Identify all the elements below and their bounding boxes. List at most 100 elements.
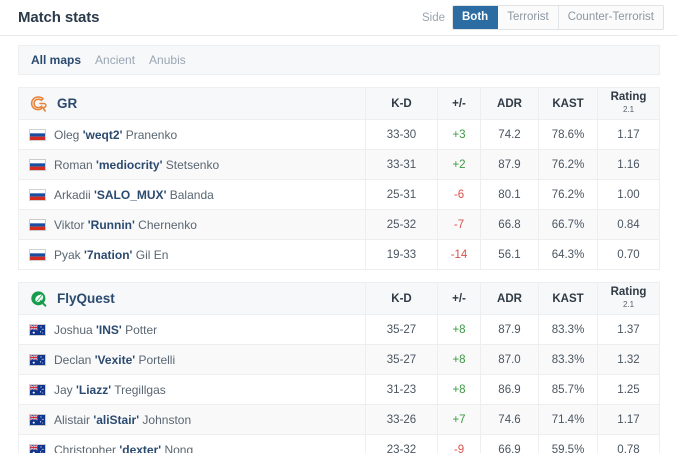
player-adr: 66.8	[480, 210, 538, 239]
player-adr: 87.0	[480, 345, 538, 374]
australia-flag-icon	[29, 443, 46, 453]
column-header-adr: ADR	[480, 88, 538, 119]
player-rating: 1.25	[597, 375, 659, 404]
player-kd: 19-33	[365, 240, 437, 269]
side-filter-label: Side	[421, 11, 445, 24]
player-rating: 0.70	[597, 240, 659, 269]
player-kd: 35-27	[365, 315, 437, 344]
match-stats-header: Match stats Side Both Terrorist Counter-…	[0, 0, 678, 36]
player-adr: 56.1	[480, 240, 538, 269]
column-header-kd: K-D	[365, 88, 437, 119]
table-row[interactable]: Alistair 'aliStair' Johnston 33-26 +7 74.6 7…	[19, 405, 659, 435]
map-tabs: All maps Ancient Anubis	[18, 45, 660, 75]
player-kast: 76.2%	[538, 180, 597, 209]
russia-flag-icon	[29, 218, 46, 231]
player-cell[interactable]: Joshua 'INS' Potter	[19, 315, 365, 344]
russia-flag-icon	[29, 248, 46, 261]
gr-logo-icon	[30, 95, 47, 112]
column-header-rating: Rating 2.1	[597, 283, 659, 314]
table-row[interactable]: Christopher 'dexter' Nong 23-32 -9 66.9 59.5…	[19, 435, 659, 453]
column-header-plusminus: +/-	[437, 283, 480, 314]
player-plusminus: +3	[437, 120, 480, 149]
player-name: Jay 'Liazz' Tregillgas	[54, 382, 166, 397]
table-row[interactable]: Roman 'mediocrity' Stetsenko 33-31 +2 87.9 7…	[19, 150, 659, 180]
player-rating: 1.17	[597, 120, 659, 149]
player-adr: 86.9	[480, 375, 538, 404]
player-cell[interactable]: Arkadii 'SALO_MUX' Balanda	[19, 180, 365, 209]
russia-flag-icon	[29, 128, 46, 141]
side-filter-both[interactable]: Both	[453, 6, 499, 29]
player-kd: 31-23	[365, 375, 437, 404]
table-row[interactable]: Declan 'Vexite' Portelli 35-27 +8 87.0 83.3%…	[19, 345, 659, 375]
player-adr: 87.9	[480, 150, 538, 179]
map-tab-anubis[interactable]: Anubis	[149, 53, 186, 67]
player-kast: 64.3%	[538, 240, 597, 269]
player-cell[interactable]: Declan 'Vexite' Portelli	[19, 345, 365, 374]
player-plusminus: +8	[437, 375, 480, 404]
table-header-row: FlyQuest K-D +/- ADR KAST Rating 2.1	[19, 283, 659, 315]
table-row[interactable]: Jay 'Liazz' Tregillgas 31-23 +8 86.9 85.7% 1.…	[19, 375, 659, 405]
player-kd: 33-26	[365, 405, 437, 434]
player-cell[interactable]: Christopher 'dexter' Nong	[19, 435, 365, 453]
table-row[interactable]: Viktor 'Runnin' Chernenko 25-32 -7 66.8 66.7…	[19, 210, 659, 240]
team-header-cell[interactable]: GR	[19, 88, 365, 119]
player-kd: 35-27	[365, 345, 437, 374]
player-name: Pyak '7nation' Gil En	[54, 247, 169, 262]
column-header-kd: K-D	[365, 283, 437, 314]
player-name: Viktor 'Runnin' Chernenko	[54, 217, 197, 232]
table-row[interactable]: Oleg 'weqt2' Pranenko 33-30 +3 74.2 78.6% 1.1…	[19, 120, 659, 150]
team-stats-table: GR K-D +/- ADR KAST Rating 2.1 Oleg 'weqt2' Pra…	[18, 87, 660, 270]
map-tab-all-maps[interactable]: All maps	[31, 53, 82, 67]
player-rating: 1.00	[597, 180, 659, 209]
player-name: Arkadii 'SALO_MUX' Balanda	[54, 187, 214, 202]
player-cell[interactable]: Jay 'Liazz' Tregillgas	[19, 375, 365, 404]
player-plusminus: +7	[437, 405, 480, 434]
russia-flag-icon	[29, 158, 46, 171]
team-name: FlyQuest	[57, 291, 115, 306]
player-rating: 1.16	[597, 150, 659, 179]
column-header-kast: KAST	[538, 88, 597, 119]
player-plusminus: -9	[437, 435, 480, 453]
player-plusminus: +8	[437, 315, 480, 344]
player-cell[interactable]: Viktor 'Runnin' Chernenko	[19, 210, 365, 239]
player-name: Christopher 'dexter' Nong	[54, 442, 194, 453]
player-rating: 0.84	[597, 210, 659, 239]
australia-flag-icon	[29, 413, 46, 426]
table-row[interactable]: Joshua 'INS' Potter 35-27 +8 87.9 83.3% 1.37	[19, 315, 659, 345]
player-rating: 1.32	[597, 345, 659, 374]
player-cell[interactable]: Pyak '7nation' Gil En	[19, 240, 365, 269]
map-tab-ancient[interactable]: Ancient	[95, 53, 136, 67]
page-title: Match stats	[18, 9, 100, 26]
side-filter-button-group: Both Terrorist Counter-Terrorist	[452, 5, 664, 30]
column-header-kast: KAST	[538, 283, 597, 314]
player-name: Oleg 'weqt2' Pranenko	[54, 127, 178, 142]
player-adr: 87.9	[480, 315, 538, 344]
player-kast: 85.7%	[538, 375, 597, 404]
player-adr: 74.6	[480, 405, 538, 434]
side-filter-counter-terrorist[interactable]: Counter-Terrorist	[558, 6, 663, 29]
russia-flag-icon	[29, 188, 46, 201]
player-kd: 25-32	[365, 210, 437, 239]
player-cell[interactable]: Roman 'mediocrity' Stetsenko	[19, 150, 365, 179]
side-filter-terrorist[interactable]: Terrorist	[498, 6, 559, 29]
player-adr: 66.9	[480, 435, 538, 453]
player-name: Joshua 'INS' Potter	[54, 322, 158, 337]
team-header-cell[interactable]: FlyQuest	[19, 283, 365, 314]
player-kast: 71.4%	[538, 405, 597, 434]
player-rating: 1.37	[597, 315, 659, 344]
flyquest-logo-icon	[31, 290, 47, 307]
player-cell[interactable]: Oleg 'weqt2' Pranenko	[19, 120, 365, 149]
table-header-row: GR K-D +/- ADR KAST Rating 2.1	[19, 88, 659, 120]
player-kd: 33-31	[365, 150, 437, 179]
player-cell[interactable]: Alistair 'aliStair' Johnston	[19, 405, 365, 434]
australia-flag-icon	[29, 323, 46, 336]
player-kd: 33-30	[365, 120, 437, 149]
table-row[interactable]: Pyak '7nation' Gil En 19-33 -14 56.1 64.3% 0.…	[19, 240, 659, 270]
player-kast: 59.5%	[538, 435, 597, 453]
table-row[interactable]: Arkadii 'SALO_MUX' Balanda 25-31 -6 80.1 76.…	[19, 180, 659, 210]
player-rating: 1.17	[597, 405, 659, 434]
team-name: GR	[57, 96, 78, 111]
stats-tables: GR K-D +/- ADR KAST Rating 2.1 Oleg 'weqt2' Pra…	[0, 87, 678, 453]
column-header-rating: Rating 2.1	[597, 88, 659, 119]
